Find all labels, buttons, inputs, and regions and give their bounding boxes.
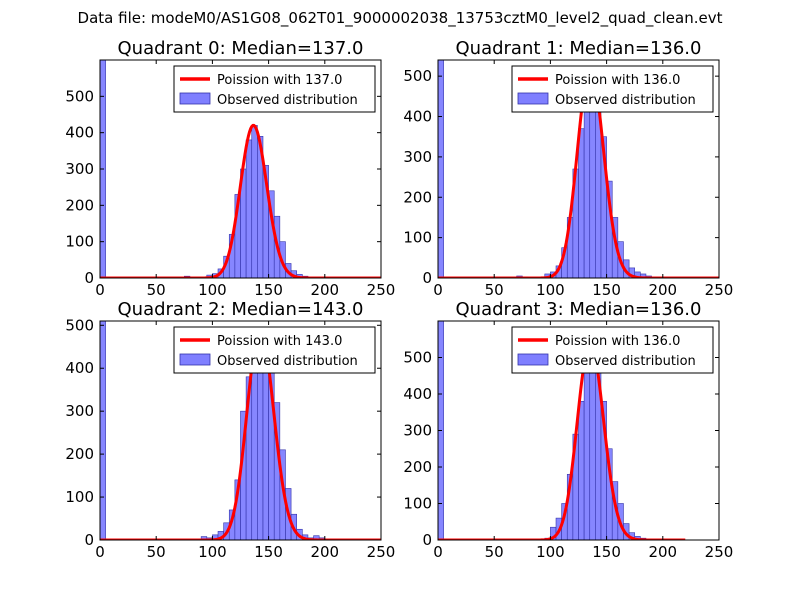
legend-observed-swatch [517,92,549,105]
legend-fit-label: Poission with 137.0 [217,73,342,88]
y-tick-label: 0 [84,269,94,287]
y-tick-label: 500 [65,87,94,105]
legend: Poission with 136.0 Observed distribution [511,326,714,374]
y-tick-label: 500 [403,349,432,367]
x-tick-label: 50 [147,281,166,299]
x-tick-label: 0 [95,281,105,299]
y-tick-label: 400 [403,108,432,126]
legend: Poission with 136.0 Observed distribution [511,65,714,113]
y-tick-label: 0 [422,531,432,549]
y-tick-label: 100 [403,229,432,247]
x-tick-label: 0 [433,281,443,299]
legend-fit-label: Poission with 143.0 [217,334,342,349]
y-tick-label: 100 [403,495,432,513]
y-tick-label: 200 [65,445,94,463]
panels: 0 50 100 150 200 2500100200300400500Quadrant … [65,38,733,561]
quadrant-2-panel: 0 50 100 150 200 250 0 100 200 300 400 500 Quadrant … [65,299,395,561]
x-tick-label: 100 [536,281,565,299]
x-tick-label: 150 [592,281,621,299]
x-tick-label: 100 [198,543,227,561]
histogram-bar [438,60,444,278]
histogram-bars [100,321,326,540]
x-tick-label: 50 [485,543,504,561]
y-tick-label: 400 [403,385,432,403]
quadrant-1-panel: 0 50 100 150 200 250 0 100 200 300 400 500 Quadrant … [403,38,733,299]
y-tick-label: 300 [403,422,432,440]
x-tick-label: 200 [310,543,339,561]
y-tick-label: 400 [65,124,94,142]
histogram-bar [583,360,591,540]
histogram-bar [583,87,591,278]
y-tick-label: 300 [403,148,432,166]
histogram-bar [251,125,258,278]
legend-observed-label: Observed distribution [217,354,358,369]
x-tick-label: 100 [536,543,565,561]
legend-observed-swatch [179,92,211,105]
histogram-bar [100,321,106,540]
figure-title: Data file: modeM0/AS1G08_062T01_90000020… [78,9,723,28]
x-tick-label: 200 [648,543,677,561]
panel-title: Quadrant 2: Median=143.0 [118,299,364,320]
poisson-fit-line [100,328,381,540]
x-tick-label: 250 [705,281,734,299]
panel-title: Quadrant 3: Median=136.0 [456,299,702,320]
x-tick-label: 150 [592,543,621,561]
histogram-bar [578,400,585,540]
x-tick-label: 250 [367,543,396,561]
y-tick-label: 200 [403,188,432,206]
y-tick-label: 200 [403,458,432,476]
y-tick-label: 500 [65,316,94,334]
histogram-bar [251,346,258,540]
x-tick-label: 200 [310,281,339,299]
x-tick-label: 150 [254,281,283,299]
y-tick-label: 0 [84,531,94,549]
poisson-fit-line [438,66,719,278]
legend: Poission with 137.0 Observed distribution [173,65,376,113]
x-tick-label: 250 [367,281,396,299]
y-tick-label: 100 [65,233,94,251]
legend-fit-label: Poission with 136.0 [555,73,680,88]
y-tick-label: 0 [422,269,432,287]
legend-observed-swatch [179,353,211,366]
x-tick-label: 50 [485,281,504,299]
y-tick-label: 200 [65,196,94,214]
quadrant-0-panel: 0 50 100 150 200 250 0 100 200 300 400 500 Quadrant … [65,38,395,299]
y-tick-label: 300 [65,402,94,420]
x-tick-label: 0 [433,543,443,561]
legend-observed-label: Observed distribution [555,93,696,108]
x-tick-label: 50 [147,543,166,561]
poisson-fit-line [100,123,381,278]
legend-fit-label: Poission with 136.0 [555,334,680,349]
histogram-bars [438,60,652,278]
panel-title: Quadrant 0: Median=137.0 [118,38,364,59]
legend-observed-swatch [517,353,549,366]
legend-observed-label: Observed distribution [555,354,696,369]
x-tick-label: 0 [95,543,105,561]
histogram-bar [578,128,585,278]
x-tick-label: 100 [198,281,227,299]
y-tick-label: 100 [65,488,94,506]
x-tick-label: 250 [705,543,734,561]
x-tick-label: 200 [648,281,677,299]
y-tick-label: 300 [65,160,94,178]
legend: Poission with 143.0 Observed distribution [173,326,376,374]
quadrant-3-panel: 0 50 100 150 200 250 0 100 200 300 400 500 Quadrant … [403,299,733,561]
legend-observed-label: Observed distribution [217,93,358,108]
x-tick-label: 150 [254,543,283,561]
histogram-bar [245,139,253,278]
panel-title: Quadrant 1: Median=136.0 [456,38,702,59]
y-tick-label: 500 [403,67,432,85]
axes-frame [99,320,382,541]
axes-frame [437,59,720,279]
y-tick-label: 400 [65,359,94,377]
